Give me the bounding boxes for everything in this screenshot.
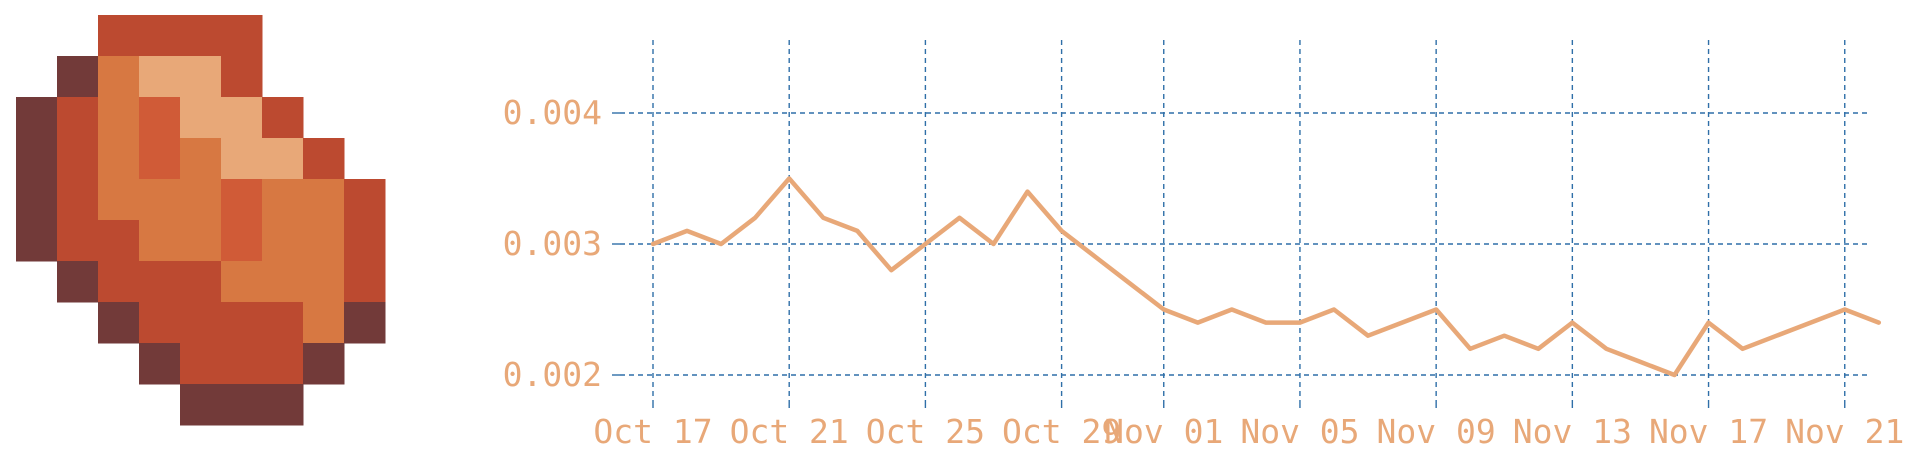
logo-pixel <box>180 97 222 139</box>
logo-pixel <box>139 138 181 180</box>
logo-pixel <box>303 261 345 303</box>
logo-pixel <box>180 138 222 180</box>
logo-pixel <box>16 97 58 139</box>
logo-pixel <box>262 384 304 426</box>
x-tick-label: Oct 25 <box>866 412 985 451</box>
x-tick-label: Nov 13 <box>1513 412 1632 451</box>
y-tick-label: 0.004 <box>503 93 602 132</box>
logo-pixel <box>139 343 181 385</box>
x-tick-label: Oct 29 <box>1002 412 1121 451</box>
axis-ticks <box>612 112 1846 408</box>
logo-pixel <box>180 384 222 426</box>
logo-pixel <box>98 97 140 139</box>
logo-pixel <box>221 261 263 303</box>
logo-pixel <box>303 302 345 344</box>
logo-pixel <box>139 97 181 139</box>
logo-pixel <box>16 138 58 180</box>
logo-pixel <box>221 56 263 98</box>
logo-pixel <box>57 56 99 98</box>
series-line <box>650 176 1882 378</box>
logo-pixel <box>98 56 140 98</box>
logo-pixel <box>262 343 304 385</box>
logo-pixel <box>98 179 140 221</box>
logo-pixel <box>180 220 222 262</box>
logo-pixel <box>16 179 58 221</box>
logo-pixel <box>139 15 181 57</box>
copper-ore-icon <box>16 15 386 426</box>
logo-pixel <box>180 343 222 385</box>
logo-pixel <box>221 15 263 57</box>
x-tick-label: Nov 09 <box>1377 412 1496 451</box>
logo-pixel <box>57 138 99 180</box>
x-tick-label: Oct 17 <box>593 412 712 451</box>
logo-pixel <box>98 261 140 303</box>
logo-pixel <box>221 138 263 180</box>
x-tick-label: Oct 21 <box>730 412 849 451</box>
x-tick-label: Nov 05 <box>1240 412 1359 451</box>
logo-pixel <box>221 384 263 426</box>
logo-pixel <box>57 220 99 262</box>
logo-pixel <box>262 220 304 262</box>
logo-pixel <box>180 261 222 303</box>
logo-pixel <box>98 138 140 180</box>
y-tick-label: 0.003 <box>503 224 602 263</box>
logo-pixel <box>221 302 263 344</box>
logo-pixel <box>303 343 345 385</box>
logo-pixel <box>221 97 263 139</box>
logo-pixel <box>139 56 181 98</box>
logo-pixel <box>57 261 99 303</box>
logo-pixel <box>180 15 222 57</box>
logo-pixel <box>262 179 304 221</box>
logo-pixel <box>139 220 181 262</box>
logo-pixel <box>98 220 140 262</box>
logo-pixel <box>16 220 58 262</box>
logo-pixel <box>344 302 386 344</box>
logo-pixel <box>303 138 345 180</box>
x-tick-label: Nov 01 <box>1104 412 1223 451</box>
logo-pixel <box>344 220 386 262</box>
logo-pixel <box>180 179 222 221</box>
y-tick-label: 0.002 <box>503 355 602 394</box>
series <box>650 176 1882 378</box>
logo-pixel <box>98 302 140 344</box>
logo-pixel <box>221 343 263 385</box>
logo-pixel <box>139 261 181 303</box>
logo-pixel <box>221 179 263 221</box>
logo-pixel <box>262 261 304 303</box>
logo-pixel <box>180 302 222 344</box>
x-tick-label: Nov 21 <box>1785 412 1904 451</box>
logo-pixel <box>57 97 99 139</box>
grid <box>620 40 1870 400</box>
logo-pixel <box>262 138 304 180</box>
logo-pixel <box>262 97 304 139</box>
logo-pixel <box>303 179 345 221</box>
logo-pixel <box>344 179 386 221</box>
logo-pixel <box>221 220 263 262</box>
logo-pixel <box>139 302 181 344</box>
logo-pixel <box>344 261 386 303</box>
x-tick-label: Nov 17 <box>1649 412 1768 451</box>
logo-pixel <box>303 220 345 262</box>
logo-pixel <box>98 15 140 57</box>
logo-pixel <box>180 56 222 98</box>
logo-pixel <box>139 179 181 221</box>
logo-pixel <box>262 302 304 344</box>
logo-pixel <box>57 179 99 221</box>
